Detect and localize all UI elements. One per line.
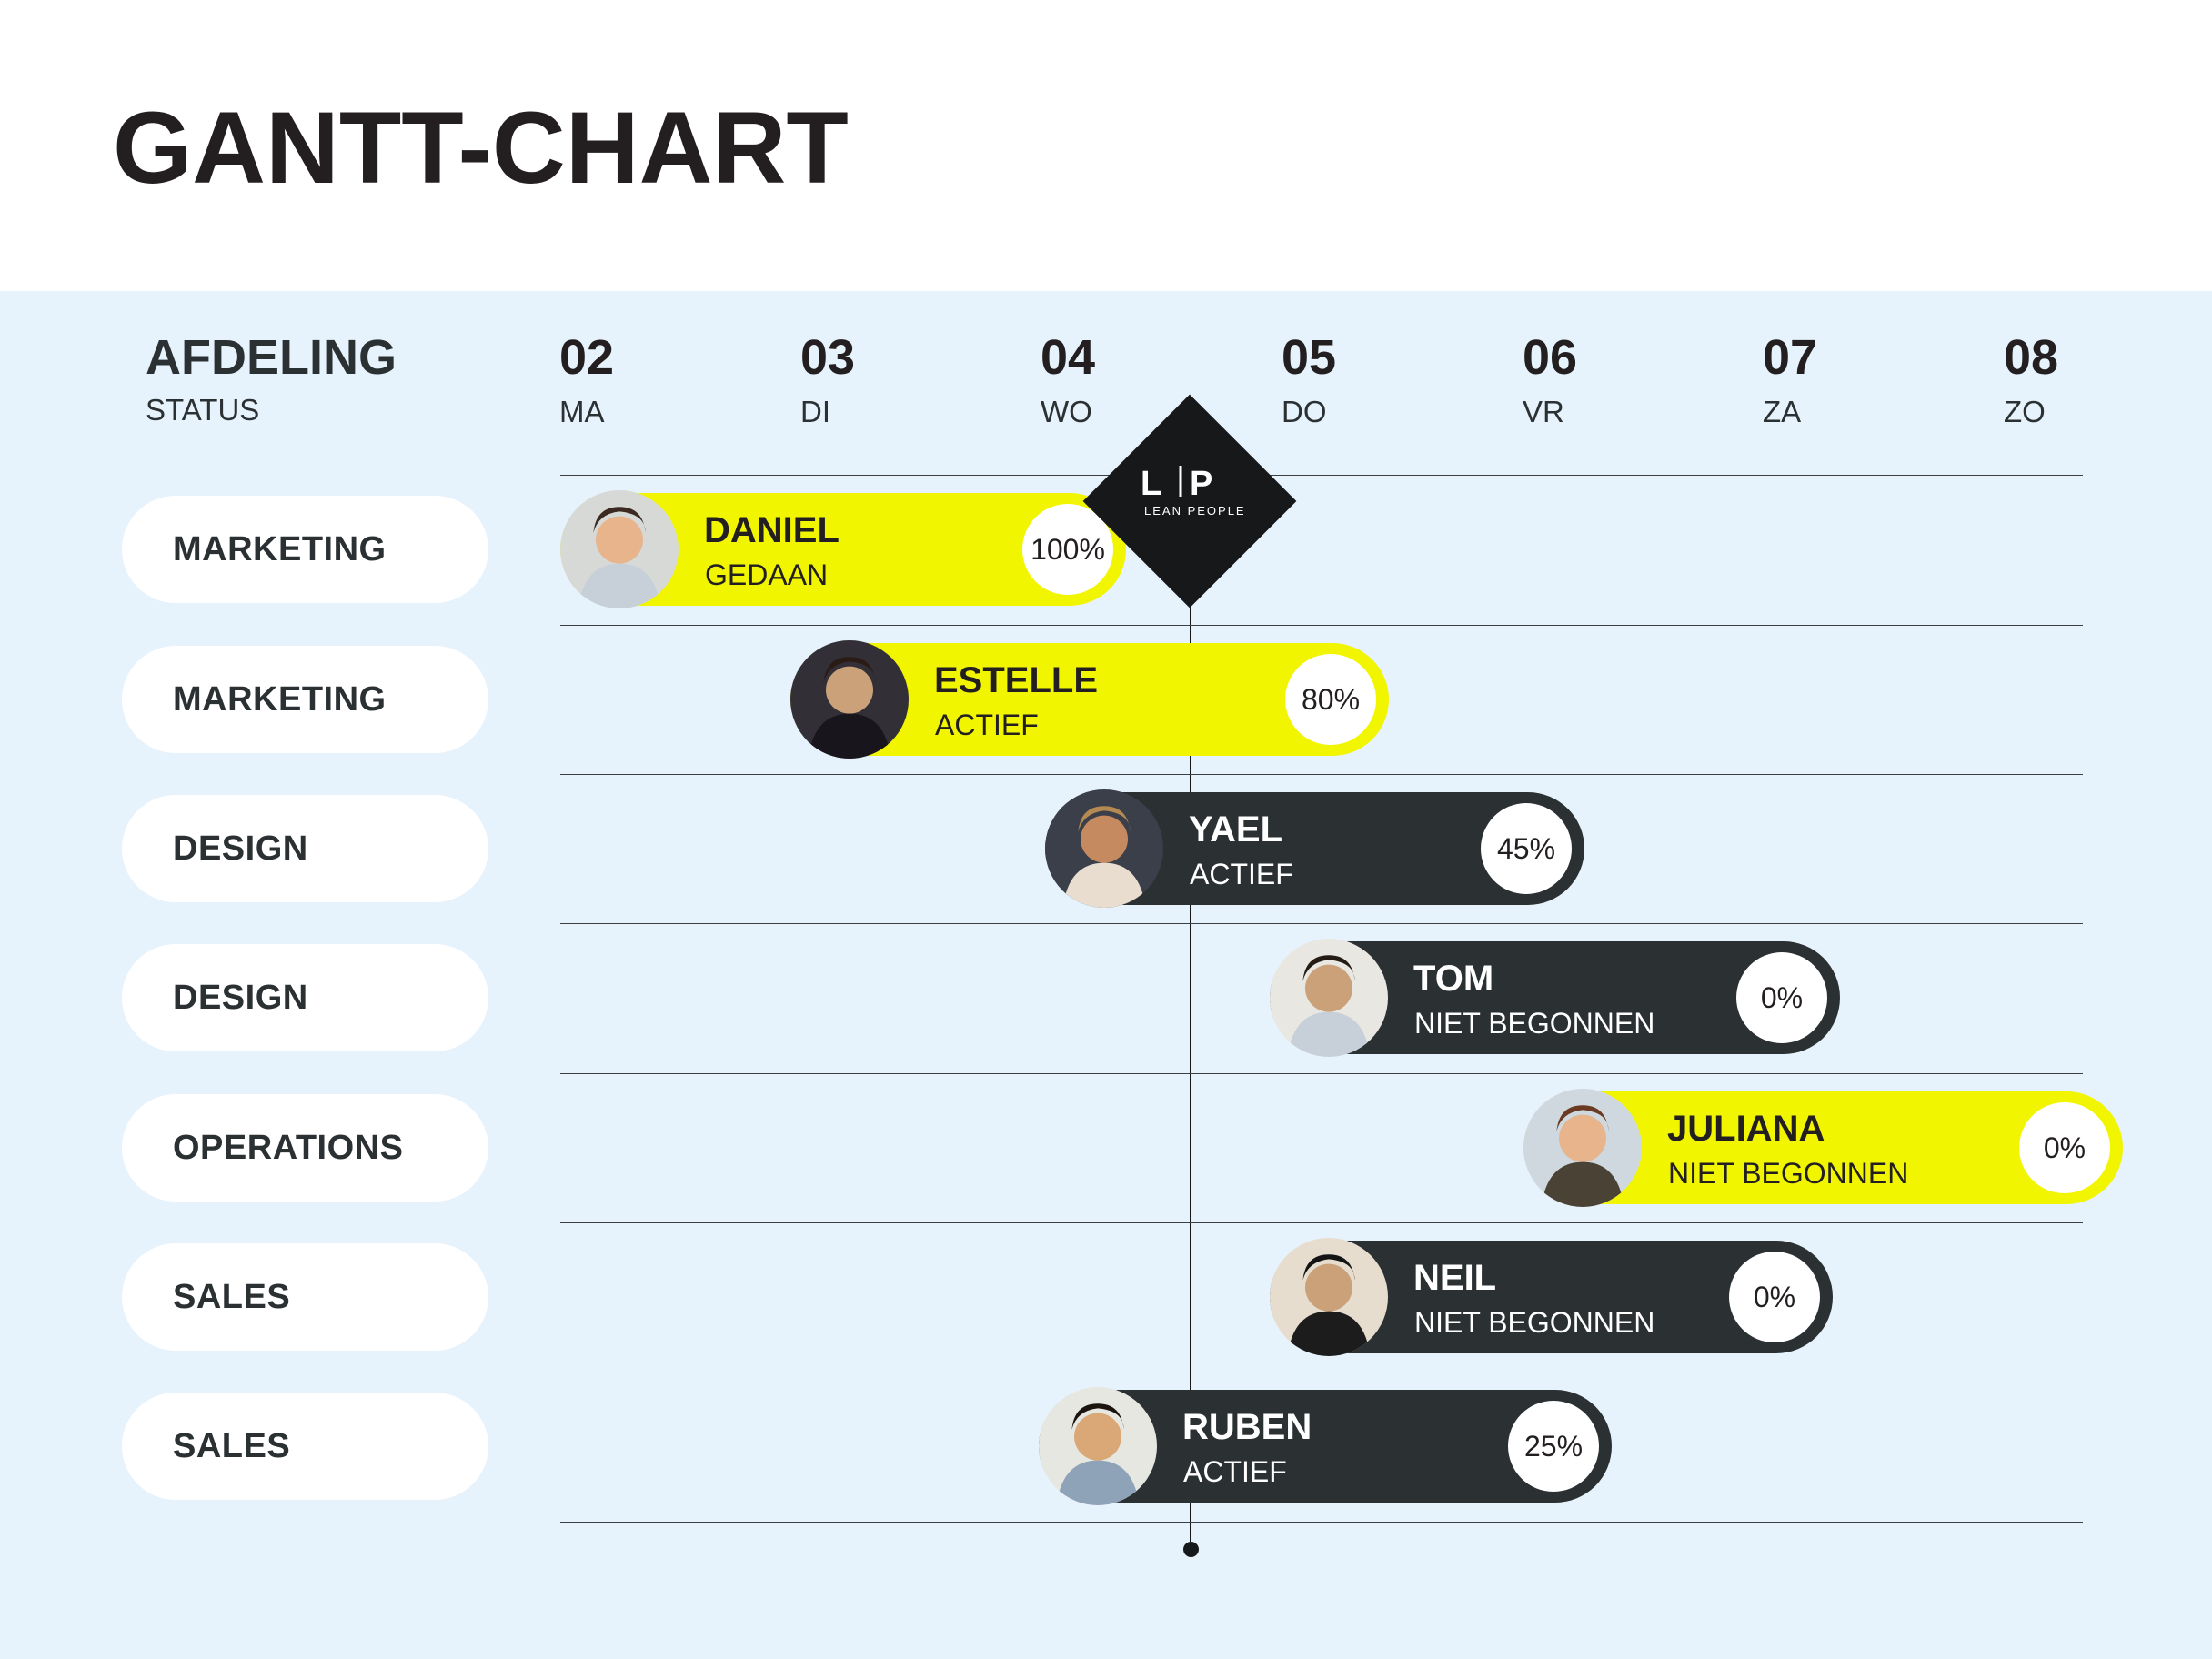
svg-text:P: P (1190, 465, 1212, 503)
svg-text:L: L (1141, 465, 1161, 503)
svg-text:LEAN PEOPLE: LEAN PEOPLE (1144, 504, 1244, 518)
